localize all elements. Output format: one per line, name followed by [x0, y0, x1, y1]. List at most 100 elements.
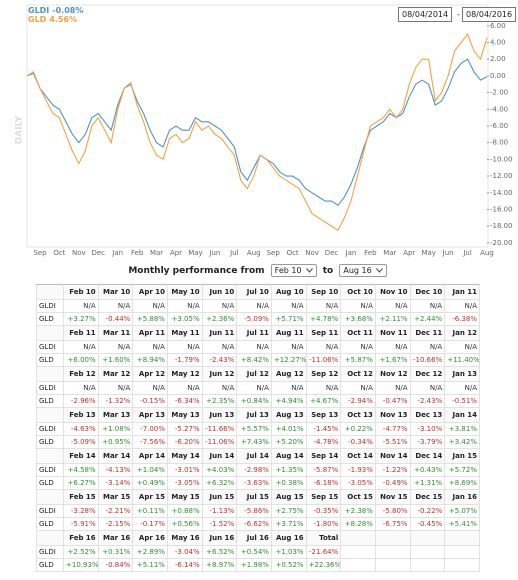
return-cell: -2.98% — [236, 463, 272, 477]
month-header: Jul 13 — [236, 407, 272, 423]
month-header: Aug 11 — [270, 325, 307, 341]
return-cell: +0.84% — [236, 394, 272, 408]
row-label: GLD — [36, 517, 64, 531]
month-header — [444, 530, 480, 546]
return-cell: N/A — [374, 299, 411, 313]
month-header: Jan 13 — [444, 366, 480, 382]
return-cell: +4.01% — [270, 422, 307, 436]
return-cell: +5.88% — [132, 312, 168, 326]
data-row: GLD +3.27% -0.44% +5.88% +3.05% +2.36% -5.09% +… — [36, 312, 480, 326]
return-cell: +5.72% — [444, 463, 480, 477]
return-cell: -5.51% — [374, 435, 411, 449]
header-row: Feb 13 Mar 13 Apr 13 May 13 Jun 13 Jul 13 Aug … — [36, 407, 480, 423]
return-cell: -0.22% — [409, 504, 446, 518]
row-label: GLDI — [36, 504, 64, 518]
return-cell: -1.22% — [374, 463, 411, 477]
return-cell: N/A — [270, 340, 307, 354]
y-tick-label: 6.00 — [490, 22, 506, 30]
return-cell: N/A — [305, 381, 342, 395]
return-cell: -6.75% — [374, 517, 411, 531]
price-line — [26, 33, 488, 232]
to-select[interactable]: Aug 16 — [339, 264, 387, 277]
month-header: Mar 11 — [97, 325, 134, 341]
from-select[interactable]: Feb 10 — [270, 264, 317, 277]
return-cell: +8.94% — [132, 353, 168, 367]
return-cell: +0.11% — [132, 504, 168, 518]
end-date-input[interactable]: 08/04/2016 — [462, 7, 517, 22]
data-row: GLDI -3.28% -2.21% +0.11% +0.88% -1.13% -5.86%… — [36, 504, 480, 518]
month-header: May 11 — [166, 325, 203, 341]
row-label: GLDI — [36, 422, 64, 436]
x-tick-label: Mar — [383, 249, 396, 257]
return-cell: -6.62% — [236, 517, 272, 531]
month-header: Aug 14 — [270, 448, 307, 464]
return-cell: +0.31% — [97, 545, 134, 559]
return-cell: -0.44% — [97, 312, 134, 326]
return-cell: +2.44% — [409, 312, 446, 326]
return-cell: N/A — [236, 381, 272, 395]
return-cell: -6.20% — [166, 435, 203, 449]
return-cell: -0.17% — [132, 517, 168, 531]
month-header: May 14 — [166, 448, 203, 464]
return-cell: -5.91% — [63, 517, 99, 531]
month-header: Jun 11 — [201, 325, 238, 341]
month-header: Jul 12 — [236, 366, 272, 382]
month-header: Apr 11 — [132, 325, 168, 341]
return-cell: +5.11% — [132, 558, 168, 572]
month-header: Apr 14 — [132, 448, 168, 464]
return-cell: -6.38% — [444, 312, 480, 326]
return-cell: N/A — [97, 299, 134, 313]
start-date-input[interactable]: 08/04/2014 — [398, 7, 453, 22]
month-header: Sep 15 — [305, 489, 342, 505]
data-row: GLD -2.96% -1.32% -0.15% -6.34% +2.35% +0.84% +… — [36, 394, 480, 408]
empty-cell — [444, 545, 480, 559]
month-header: Jul 14 — [236, 448, 272, 464]
empty-cell — [444, 558, 480, 572]
return-cell: +6.27% — [63, 476, 99, 490]
y-tick-label: -14.00 — [490, 189, 513, 197]
month-header: Jun 14 — [201, 448, 238, 464]
empty-cell — [374, 558, 411, 572]
x-tick-label: Oct — [53, 249, 65, 257]
return-cell: -1.45% — [305, 422, 342, 436]
legend-name: GLD — [28, 15, 47, 24]
month-header: Dec 11 — [409, 325, 446, 341]
return-cell: -4.77% — [374, 422, 411, 436]
month-header: Oct 14 — [340, 448, 376, 464]
empty-cell — [340, 545, 376, 559]
month-header: Oct 12 — [340, 366, 376, 382]
header-row: Feb 10 Mar 10 Apr 10 May 10 Jun 10 Jul 10 Aug … — [36, 284, 480, 300]
return-cell: +5.71% — [270, 312, 307, 326]
month-header: Apr 13 — [132, 407, 168, 423]
month-header: Aug 15 — [270, 489, 307, 505]
return-cell: +3.05% — [166, 312, 203, 326]
y-tick-label: 4.00 — [490, 39, 506, 47]
empty-cell — [340, 558, 376, 572]
return-cell: +4.03% — [201, 463, 238, 477]
data-row: GLD +6.27% -3.14% +0.49% -3.05% +6.32% -3.63% +… — [36, 476, 480, 490]
return-cell: -3.63% — [236, 476, 272, 490]
return-cell: +8.69% — [444, 476, 480, 490]
return-cell: -5.87% — [305, 463, 342, 477]
return-cell: +2.38% — [340, 504, 376, 518]
return-cell: +5.07% — [444, 504, 480, 518]
return-cell: +4.94% — [270, 394, 307, 408]
return-cell: N/A — [132, 299, 168, 313]
header-row: Feb 14 Mar 14 Apr 14 May 14 Jun 14 Jul 14 Aug … — [36, 448, 480, 464]
price-chart: DAILY 6.00 4.00 2.00 0.00 -2.00 -4.00 -6.00 -8.… — [15, 4, 513, 257]
month-header: Aug 12 — [270, 366, 307, 382]
y-tick-label: -4.00 — [490, 105, 508, 113]
return-cell: -4.78% — [305, 435, 342, 449]
return-cell: -1.79% — [166, 353, 203, 367]
month-header: Mar 14 — [97, 448, 134, 464]
return-cell: -3.10% — [409, 422, 446, 436]
month-header: Nov 15 — [374, 489, 411, 505]
return-cell: -1.93% — [340, 463, 376, 477]
table-block: Feb 13 Mar 13 Apr 13 May 13 Jun 13 Jul 13 Aug … — [36, 407, 480, 449]
y-tick-label: 2.00 — [490, 55, 506, 63]
month-header: Aug 10 — [270, 284, 307, 300]
return-cell: +5.87% — [340, 353, 376, 367]
return-cell: -11.06% — [201, 435, 238, 449]
month-header: Oct 13 — [340, 407, 376, 423]
